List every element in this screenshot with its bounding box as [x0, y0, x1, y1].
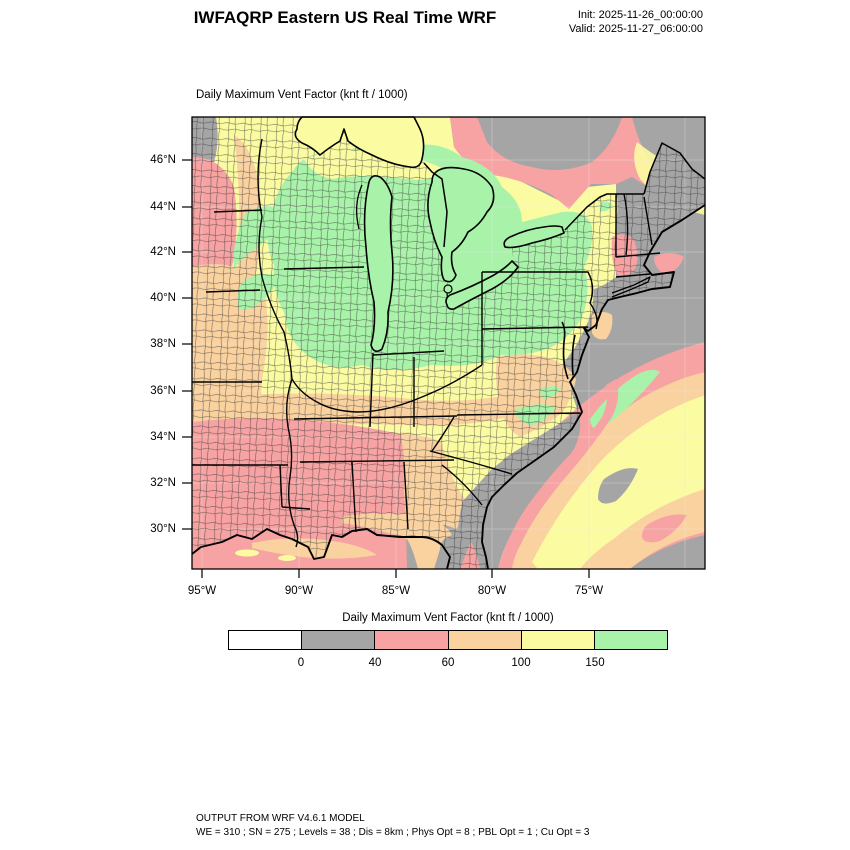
lat-tick-label: 30°N — [150, 523, 176, 535]
legend-tick-label: 100 — [511, 657, 531, 669]
legend-segment-60-100 — [448, 631, 522, 649]
lat-tick-label: 44°N — [150, 201, 176, 213]
axis-ticks — [182, 159, 590, 578]
map-frame — [191, 116, 706, 570]
chesapeake-bay — [561, 321, 576, 380]
long-island — [611, 276, 651, 298]
page-title: IWFAQRP Eastern US Real Time WRF — [193, 8, 497, 27]
init-time: Init: 2025-11-26_00:00:00 — [577, 9, 703, 21]
legend-segment-0-40 — [302, 631, 376, 649]
legend-tick-label: 60 — [441, 657, 455, 669]
lat-tick-label: 42°N — [150, 246, 176, 258]
legend-title: Daily Maximum Vent Factor (knt ft / 1000… — [342, 612, 554, 624]
vent-factor-map — [182, 116, 706, 578]
map-subtitle: Daily Maximum Vent Factor (knt ft / 1000… — [196, 89, 408, 101]
legend-tick-label: 40 — [368, 657, 382, 669]
footer-line1: OUTPUT FROM WRF V4.6.1 MODEL — [196, 813, 365, 824]
green-bay — [355, 184, 363, 230]
lat-tick-label: 34°N — [150, 431, 176, 443]
lat-tick-label: 32°N — [150, 477, 176, 489]
coastline — [191, 204, 706, 570]
model-footer: OUTPUT FROM WRF V4.6.1 MODEL WE = 310 ; … — [196, 812, 589, 839]
lon-tick-label: 85°W — [381, 585, 411, 597]
lake-ontario — [503, 225, 565, 249]
lon-tick-label: 95°W — [187, 585, 217, 597]
lon-tick-label: 80°W — [477, 585, 507, 597]
lake-superior — [294, 116, 425, 169]
legend-segment-above-150 — [594, 631, 668, 649]
valid-time: Valid: 2025-11-27_06:00:00 — [568, 23, 703, 35]
legend-segment-below-0 — [229, 631, 303, 649]
footer-line2: WE = 310 ; SN = 275 ; Levels = 38 ; Dis … — [196, 826, 590, 838]
atlantic-coast — [481, 204, 706, 570]
lat-tick-label: 46°N — [150, 154, 176, 166]
lon-tick-label: 75°W — [574, 585, 604, 597]
gulf-coast — [191, 528, 451, 570]
lake-st-clair — [443, 284, 453, 294]
lat-tick-label: 36°N — [150, 385, 176, 397]
lake-michigan — [363, 175, 394, 353]
canada-border — [423, 142, 706, 248]
lon-tick-label: 90°W — [284, 585, 314, 597]
run-info: Init: 2025-11-26_00:00:00 Valid: 2025-11… — [569, 8, 703, 36]
lat-tick-label: 40°N — [150, 292, 176, 304]
legend-segment-100-150 — [521, 631, 595, 649]
state-borders — [192, 138, 661, 548]
legend-segment-40-60 — [375, 631, 449, 649]
legend-tick-label: 150 — [585, 657, 605, 669]
lat-tick-label: 38°N — [150, 338, 176, 350]
legend-colorbar — [228, 630, 668, 650]
map-canvas — [162, 107, 720, 579]
legend-tick-label: 0 — [297, 657, 305, 669]
ocean-fill-regions — [458, 342, 705, 569]
